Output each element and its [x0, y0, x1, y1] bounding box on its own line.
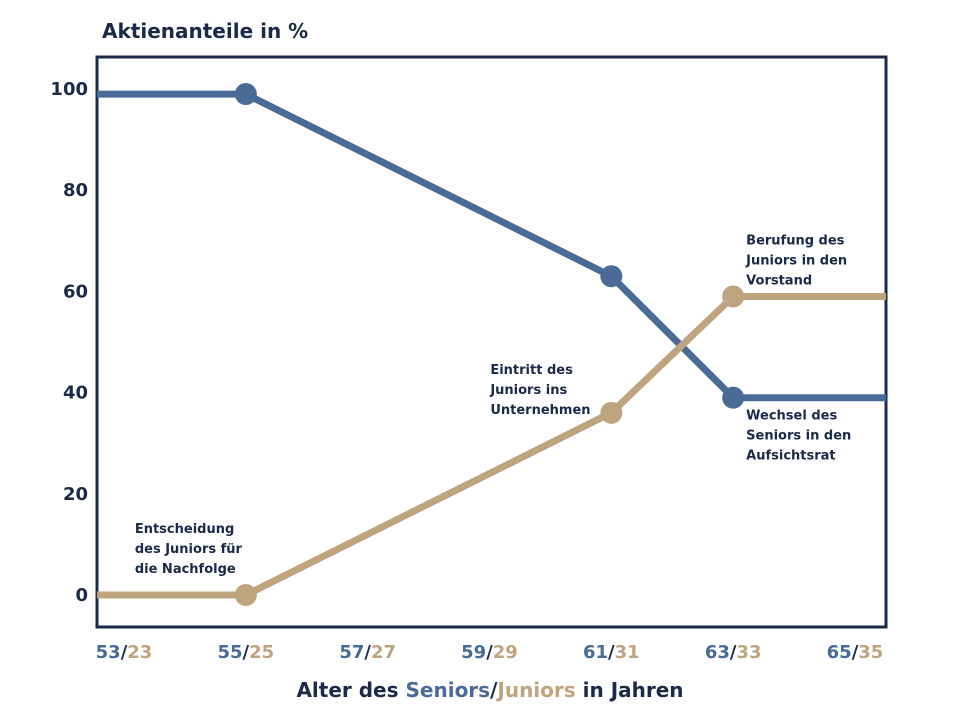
annotation-berufung-line: Juniors in den [745, 253, 847, 268]
x-tick-separator: / [608, 642, 615, 663]
annotation-wechsel: Wechsel des Seniors in den Aufsichtsrat [746, 409, 851, 464]
y-tick-label: 60 [63, 281, 88, 302]
annotation-entscheidung-line: Entscheidung [135, 522, 234, 537]
x-tick-junior: 25 [249, 642, 274, 663]
x-tick-junior: 23 [127, 642, 152, 663]
x-axis-label-suffix: in Jahren [576, 678, 684, 702]
annotation-entscheidung-line: des Juniors für [135, 542, 243, 557]
series-marker-senior [600, 265, 623, 288]
x-axis-label-junior: Juniors [495, 678, 575, 702]
x-tick-label: 65/35 [827, 642, 884, 663]
series-marker-junior [600, 401, 623, 424]
annotation-entscheidung: Entscheidung des Juniors für die Nachfolge [135, 522, 243, 577]
annotation-eintritt-line: Juniors ins [489, 383, 567, 398]
x-tick-label: 63/33 [705, 642, 762, 663]
annotation-berufung-line: Berufung des [746, 233, 845, 248]
x-axis-label-senior: Seniors [406, 678, 491, 702]
annotation-berufung: Berufung des Juniors in den Vorstand [745, 233, 847, 288]
x-tick-separator: / [730, 642, 737, 663]
series-marker-senior [234, 83, 257, 106]
y-tick-label: 100 [50, 79, 88, 100]
x-tick-separator: / [852, 642, 859, 663]
x-tick-senior: 55 [217, 642, 242, 663]
x-axis-label-prefix: Alter des [296, 678, 405, 702]
x-tick-separator: / [486, 642, 493, 663]
series-marker-senior [722, 386, 745, 409]
x-tick-separator: / [364, 642, 371, 663]
x-axis-label-separator: / [490, 678, 498, 702]
y-tick-label: 40 [63, 383, 88, 404]
chart-title: Aktienanteile in % [102, 19, 308, 43]
x-tick-label: 59/29 [461, 642, 518, 663]
x-tick-separator: / [243, 642, 250, 663]
annotation-eintritt: Eintritt des Juniors ins Unternehmen [489, 363, 590, 418]
x-tick-separator: / [121, 642, 128, 663]
annotation-entscheidung-line: die Nachfolge [135, 562, 236, 577]
annotation-wechsel-line: Wechsel des [746, 409, 837, 424]
series-marker-junior [234, 584, 257, 606]
y-tick-label: 20 [63, 484, 88, 505]
x-tick-label: 57/27 [339, 642, 396, 663]
annotation-eintritt-line: Unternehmen [490, 403, 590, 418]
x-tick-junior: 31 [615, 642, 640, 663]
x-axis-label: Alter des Seniors/Juniors in Jahren [296, 678, 683, 702]
y-tick-label: 80 [63, 180, 88, 201]
x-tick-senior: 59 [461, 642, 486, 663]
x-tick-junior: 33 [736, 642, 761, 663]
x-tick-label: 53/23 [96, 642, 153, 663]
annotation-wechsel-line: Seniors in den [746, 429, 851, 444]
annotation-wechsel-line: Aufsichtsrat [746, 449, 835, 464]
y-tick-label: 0 [75, 585, 88, 606]
y-axis-ticks: 0 20 40 60 80 100 [50, 79, 88, 606]
x-tick-junior: 35 [858, 642, 883, 663]
x-tick-label: 55/25 [217, 642, 274, 663]
annotation-layer: Entscheidung des Juniors für die Nachfolge… [135, 233, 851, 577]
x-tick-senior: 65 [827, 642, 852, 663]
plot-frame [95, 55, 888, 629]
x-tick-junior: 29 [493, 642, 518, 663]
x-tick-senior: 63 [705, 642, 730, 663]
series-layer [97, 83, 886, 606]
x-tick-label: 61/31 [583, 642, 640, 663]
x-tick-senior: 61 [583, 642, 608, 663]
x-tick-senior: 57 [339, 642, 364, 663]
x-tick-junior: 27 [371, 642, 396, 663]
annotation-eintritt-line: Eintritt des [490, 363, 573, 378]
series-marker-junior [722, 285, 745, 308]
x-axis-ticks: 53/23 55/25 57/27 59/29 61/31 63/33 65/35 [96, 642, 884, 663]
x-tick-senior: 53 [96, 642, 121, 663]
annotation-berufung-line: Vorstand [746, 273, 812, 288]
